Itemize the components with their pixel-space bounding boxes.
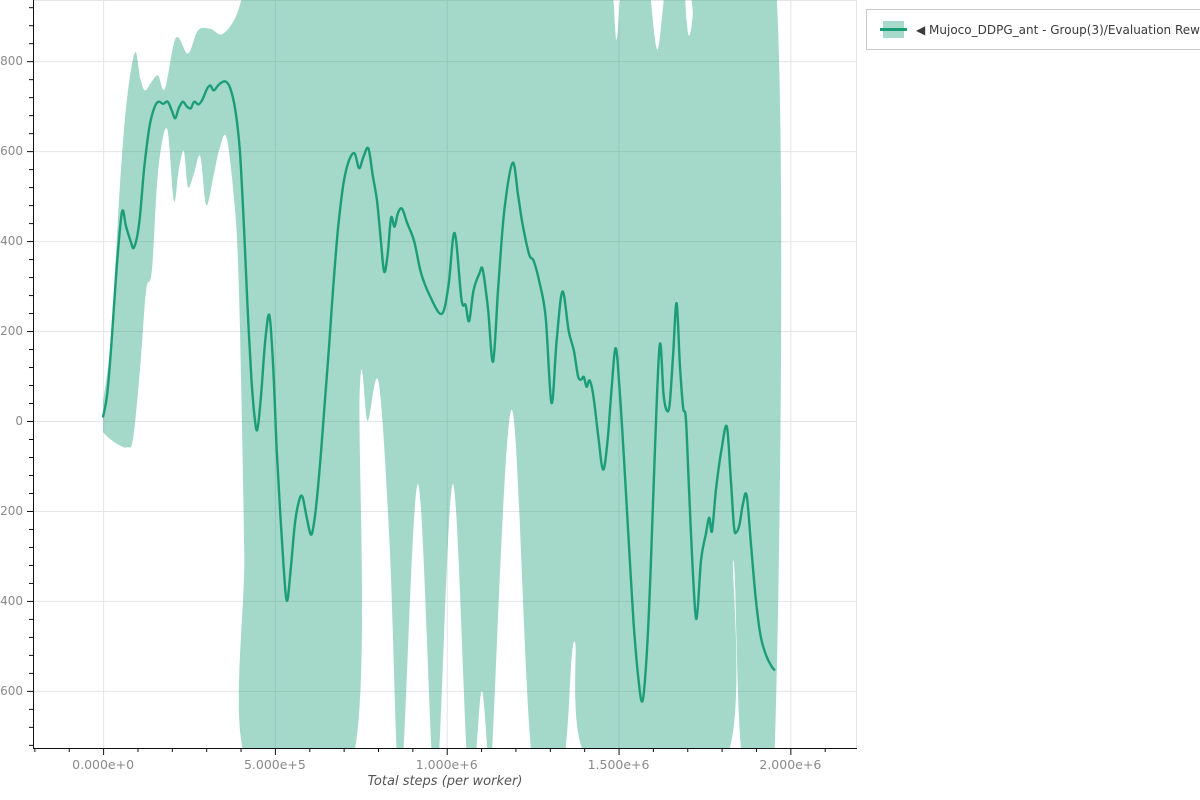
gridlines (33, 0, 857, 748)
mean-line (101, 80, 776, 703)
y-tick-label: 200 (0, 324, 23, 338)
x-tick-label: 0.000e+0 (72, 757, 134, 772)
x-tick-label: 5.000e+5 (244, 757, 306, 772)
x-axis-title: Total steps (per worker) (367, 774, 523, 789)
confidence-band (103, 0, 782, 748)
y-tick-labels: 800 600 400 200 0 -200 -400 -600 (0, 54, 23, 698)
y-tick-label: 600 (0, 144, 23, 158)
legend-band-line-swatch-icon (880, 21, 907, 38)
x-tick-label: 2.000e+6 (759, 757, 821, 772)
y-tick-label: 400 (0, 234, 23, 248)
x-tick-label: 1.000e+6 (416, 757, 478, 772)
axes (27, 0, 857, 755)
y-tick-label: -200 (0, 504, 23, 518)
x-tick-labels: 0.000e+0 5.000e+5 1.000e+6 1.500e+6 2.000e+6 (72, 757, 821, 772)
y-tick-label: -600 (0, 684, 23, 698)
y-tick-label: 800 (0, 54, 23, 68)
legend-line-glyph (880, 28, 907, 31)
legend-label: ◀ Mujoco_DDPG_ant - Group(3)/Evaluation … (916, 22, 1200, 37)
legend[interactable]: ◀ Mujoco_DDPG_ant - Group(3)/Evaluation … (866, 9, 1200, 50)
y-tick-label: 0 (15, 414, 23, 428)
x-tick-label: 1.500e+6 (588, 757, 650, 772)
y-tick-label: -400 (0, 594, 23, 608)
